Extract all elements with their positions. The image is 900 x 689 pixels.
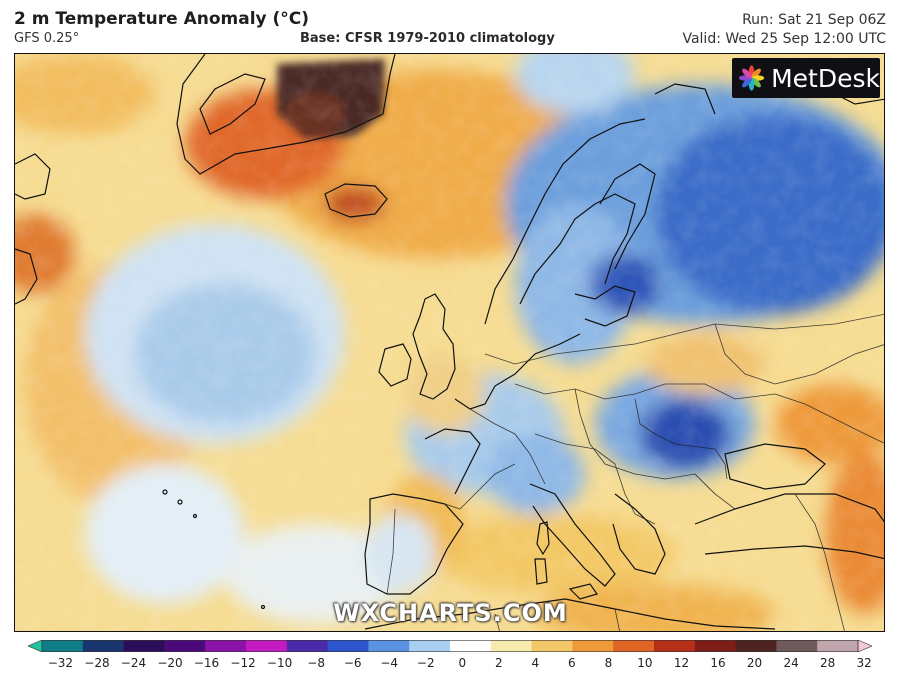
valid-label: Valid: Wed 25 Sep 12:00 UTC <box>682 31 886 47</box>
colorbar-tick-label: −20 <box>157 656 183 670</box>
colorbar-tick-label: 8 <box>604 656 613 670</box>
colorbar <box>28 640 872 652</box>
colorbar-cell <box>82 640 125 652</box>
logo-text: MetDesk <box>771 63 880 93</box>
colorbar-cell <box>409 640 451 652</box>
coastlines <box>15 54 884 630</box>
header: 2 m Temperature Anomaly (°C) GFS 0.25° B… <box>0 0 900 52</box>
colorbar-tick-label: −8 <box>307 656 325 670</box>
colorbar-cell <box>123 640 165 652</box>
watermark: WXCHARTS.COM <box>333 599 568 627</box>
model-label: GFS 0.25° <box>14 31 80 46</box>
colorbar-tick-label: −24 <box>120 656 147 670</box>
colorbar-cell <box>490 640 533 652</box>
colorbar-cell <box>613 640 655 652</box>
colorbar-cell <box>246 640 288 652</box>
colorbar-extend-low <box>28 640 43 652</box>
colorbar-cell <box>817 640 859 652</box>
anomaly-map <box>15 54 884 631</box>
colorbar-tick-label: −32 <box>47 656 74 670</box>
colorbar-tick-label: 4 <box>531 656 540 670</box>
colorbar-cell <box>735 640 777 652</box>
colorbar-tick-label: 6 <box>568 656 576 670</box>
colorbar-cell <box>776 640 818 652</box>
colorbar-tick-label: 0 <box>458 656 467 670</box>
colorbar-tick-label: −4 <box>380 656 399 670</box>
base-label: Base: CFSR 1979-2010 climatology <box>300 31 555 46</box>
colorbar-cell <box>327 640 369 652</box>
colorbar-cell <box>572 640 614 652</box>
run-label: Run: Sat 21 Sep 06Z <box>742 12 886 28</box>
national-borders <box>386 313 884 631</box>
colorbar-cell <box>205 640 247 652</box>
colorbar-tick-label: −28 <box>84 656 110 670</box>
colorbar-cell <box>531 640 573 652</box>
colorbar-cells <box>28 640 872 652</box>
colorbar-cell <box>368 640 410 652</box>
colorbar-outline <box>41 640 859 652</box>
colorbar-cell <box>654 640 696 652</box>
map-panel: MetDesk WXCHARTS.COM <box>14 53 885 632</box>
colorbar-cell <box>42 640 84 652</box>
metdesk-logo: MetDesk <box>732 58 880 98</box>
colorbar-tick-label: −10 <box>266 656 293 670</box>
colorbar-extend-high <box>857 640 872 652</box>
colorbar-tick-label: 28 <box>819 656 836 670</box>
colorbar-cell <box>450 640 492 652</box>
colorbar-cell <box>164 640 206 652</box>
colorbar-tick-label: 12 <box>673 656 690 670</box>
colorbar-tick-label: −16 <box>193 656 220 670</box>
colorbar-ticks: −32 −28 −24 −20 −16 −12 −10 −8 −6 −4 −2 0 2 4 6 8 10 12 16… <box>0 656 900 676</box>
chart-title: 2 m Temperature Anomaly (°C) <box>14 9 310 29</box>
colorbar-tick-label: 20 <box>746 656 763 670</box>
colorbar-tick-label: 10 <box>637 656 653 670</box>
colorbar-tick-label: −2 <box>416 656 435 670</box>
colorbar-cell <box>286 640 329 652</box>
colorbar-tick-label: 32 <box>856 656 872 670</box>
colorbar-tick-label: −6 <box>343 656 362 670</box>
colorbar-tick-label: 16 <box>710 656 726 670</box>
texture-noise <box>15 54 884 631</box>
colorbar-tick-label: 2 <box>494 656 503 670</box>
colorbar-tick-label: 24 <box>783 656 799 670</box>
colorbar-tick-label: −12 <box>230 656 256 670</box>
petal-logo-icon <box>738 65 765 91</box>
colorbar-cell <box>694 640 737 652</box>
